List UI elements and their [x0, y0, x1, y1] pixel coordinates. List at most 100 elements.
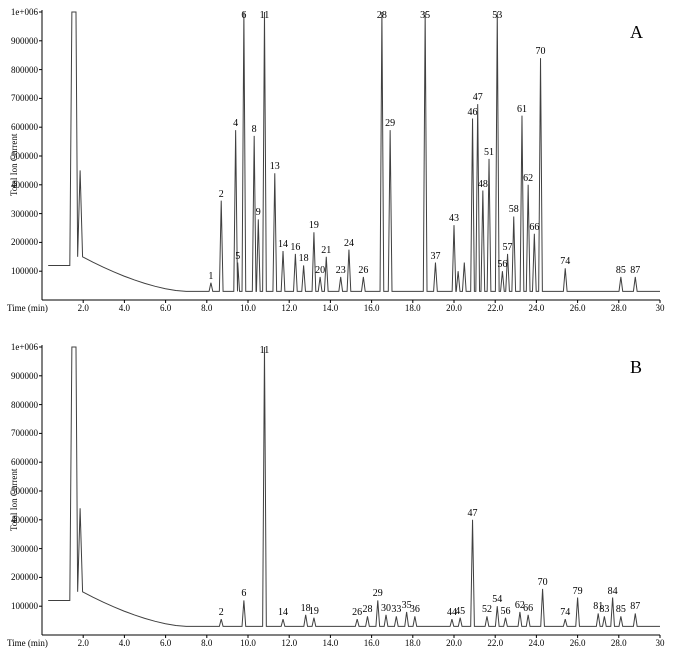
- peak-label: 2: [219, 607, 224, 618]
- peak-label: 70: [538, 577, 548, 588]
- peak-label: 2: [219, 189, 224, 200]
- panel-letter: B: [630, 357, 642, 378]
- peak-label: 62: [523, 173, 533, 184]
- x-axis-label: Time (min): [7, 303, 48, 313]
- xtick-label: 28.0: [611, 303, 627, 313]
- peak-label: 11: [260, 345, 270, 356]
- panel-a: 1000002000003000004000005000006000007000…: [0, 0, 675, 322]
- ytick-label: 600000: [11, 457, 38, 467]
- peak-label: 28: [377, 10, 387, 21]
- peak-label: 79: [573, 586, 583, 597]
- xtick-label: 30: [656, 638, 665, 648]
- xtick-label: 14.0: [323, 303, 339, 313]
- xtick-label: 20.0: [446, 303, 462, 313]
- ytick-label: 800000: [11, 400, 38, 410]
- peak-label: 52: [482, 604, 492, 615]
- peak-label: 54: [492, 594, 502, 605]
- xtick-label: 18.0: [405, 638, 421, 648]
- xtick-label: 26.0: [570, 303, 586, 313]
- peak-label: 43: [449, 213, 459, 224]
- x-axis-label: Time (min): [7, 638, 48, 648]
- ytick-label: 900000: [11, 371, 38, 381]
- peak-label: 36: [410, 604, 420, 615]
- ytick-label: 1e+006: [11, 7, 38, 17]
- peak-label: 70: [536, 46, 546, 57]
- ytick-label: 700000: [11, 93, 38, 103]
- xtick-label: 20.0: [446, 638, 462, 648]
- peak-label: 35: [420, 10, 430, 21]
- xtick-label: 12.0: [281, 638, 297, 648]
- peak-label: 6: [241, 588, 246, 599]
- xtick-label: 18.0: [405, 303, 421, 313]
- xtick-label: 6.0: [160, 638, 171, 648]
- ytick-label: 100000: [11, 266, 38, 276]
- ytick-label: 200000: [11, 572, 38, 582]
- xtick-label: 22.0: [487, 638, 503, 648]
- ytick-label: 300000: [11, 544, 38, 554]
- xtick-label: 24.0: [529, 638, 545, 648]
- peak-label: 28: [362, 604, 372, 615]
- ytick-label: 700000: [11, 428, 38, 438]
- xtick-label: 12.0: [281, 303, 297, 313]
- ytick-label: 900000: [11, 36, 38, 46]
- peak-label: 74: [560, 256, 570, 267]
- peak-label: 66: [523, 603, 533, 614]
- peak-label: 85: [616, 265, 626, 276]
- xtick-label: 8.0: [201, 638, 212, 648]
- peak-label: 29: [373, 588, 383, 599]
- peak-label: 74: [560, 607, 570, 618]
- ytick-label: 1e+006: [11, 342, 38, 352]
- xtick-label: 10.0: [240, 303, 256, 313]
- peak-label: 19: [309, 220, 319, 231]
- xtick-label: 4.0: [119, 303, 130, 313]
- xtick-label: 14.0: [323, 638, 339, 648]
- peak-label: 51: [484, 147, 494, 158]
- peak-label: 45: [455, 606, 465, 617]
- peak-label: 56: [501, 606, 511, 617]
- chromatogram-figure: 1000002000003000004000005000006000007000…: [0, 0, 675, 658]
- peak-label: 11: [260, 10, 270, 21]
- peak-label: 20: [315, 265, 325, 276]
- ytick-label: 800000: [11, 65, 38, 75]
- xtick-label: 22.0: [487, 303, 503, 313]
- peak-label: 24: [344, 238, 354, 249]
- peak-label: 58: [509, 204, 519, 215]
- panel-letter: A: [630, 22, 643, 43]
- chromatogram-plot: [0, 335, 675, 657]
- panel-b: 1000002000003000004000005000006000007000…: [0, 335, 675, 657]
- peak-label: 8: [252, 124, 257, 135]
- peak-label: 14: [278, 607, 288, 618]
- ytick-label: 300000: [11, 209, 38, 219]
- peak-label: 19: [309, 606, 319, 617]
- peak-label: 87: [630, 265, 640, 276]
- peak-label: 5: [235, 251, 240, 262]
- peak-label: 6: [241, 10, 246, 21]
- peak-label: 61: [517, 104, 527, 115]
- ytick-label: 100000: [11, 601, 38, 611]
- peak-label: 47: [473, 92, 483, 103]
- peak-label: 13: [270, 161, 280, 172]
- xtick-label: 16.0: [364, 303, 380, 313]
- peak-label: 46: [468, 107, 478, 118]
- peak-label: 53: [492, 10, 502, 21]
- xtick-label: 28.0: [611, 638, 627, 648]
- peak-label: 14: [278, 239, 288, 250]
- peak-label: 4: [233, 118, 238, 129]
- peak-label: 26: [352, 607, 362, 618]
- peak-label: 1: [208, 271, 213, 282]
- peak-label: 26: [358, 265, 368, 276]
- xtick-label: 2.0: [78, 638, 89, 648]
- y-axis-label: Total Ion Current: [9, 134, 19, 196]
- peak-label: 56: [497, 259, 507, 270]
- xtick-label: 4.0: [119, 638, 130, 648]
- peak-label: 87: [630, 601, 640, 612]
- xtick-label: 30: [656, 303, 665, 313]
- peak-label: 85: [616, 604, 626, 615]
- peak-label: 66: [529, 222, 539, 233]
- xtick-label: 6.0: [160, 303, 171, 313]
- peak-label: 84: [608, 586, 618, 597]
- peak-label: 48: [478, 179, 488, 190]
- peak-label: 9: [256, 207, 261, 218]
- peak-label: 30: [381, 603, 391, 614]
- xtick-label: 8.0: [201, 303, 212, 313]
